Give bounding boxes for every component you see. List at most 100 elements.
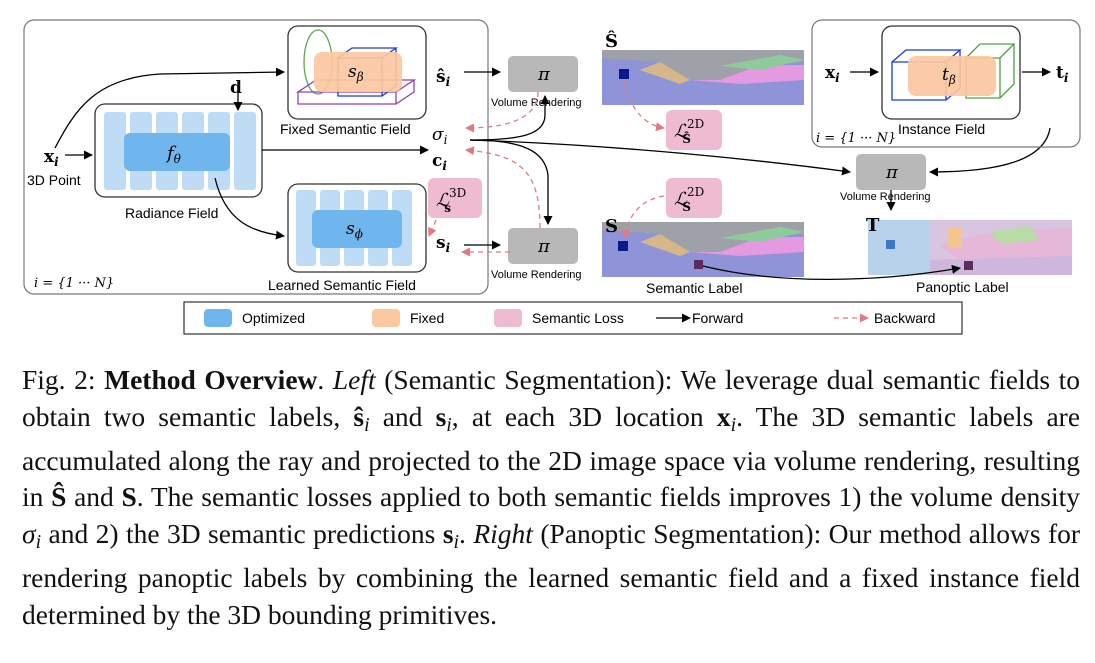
instance-field-caption: Instance Field	[898, 121, 985, 137]
legend-fixed: Fixed	[410, 310, 444, 326]
radiance-field-caption: Radiance Field	[125, 205, 218, 221]
figure-caption: Fig. 2: Method Overview. Left (Semantic …	[22, 364, 1081, 630]
method-overview-diagram: i = {1 ··· N} xi 3D Point fθ Radiance Fi…	[23, 19, 1081, 335]
render-box-top	[508, 56, 578, 92]
caption-right: Right	[473, 517, 533, 549]
caption-sub: i	[730, 413, 737, 436]
caption-sub: i	[364, 413, 370, 436]
output-c: ci	[432, 151, 447, 173]
loss-2d-bottom: ℒ2D S	[666, 178, 722, 218]
fixed-field-symbol: sβ	[348, 62, 364, 84]
loss-2d-bottom-symbol: ℒ2D S	[674, 185, 704, 214]
backward-arrows	[428, 79, 665, 257]
legend-swatch-fixed	[372, 309, 400, 327]
panoptic-pixel	[886, 240, 895, 249]
caption-and: and	[74, 481, 114, 513]
panoptic-pixel-2	[964, 261, 973, 270]
panoptic-combine-arrow	[702, 264, 961, 280]
legend-optimized: Optimized	[242, 310, 305, 326]
render-label-bottom: Volume Rendering	[491, 269, 582, 281]
legend-swatch-optimized	[204, 309, 232, 327]
caption-s: s	[435, 400, 447, 432]
legend-swatch-semantic-loss	[494, 309, 522, 327]
caption-sigma: σ	[22, 517, 36, 549]
output-sigma: σi	[432, 125, 448, 147]
caption-s-hat: ŝ	[353, 400, 365, 432]
caption-and: and	[382, 400, 423, 432]
panoptic-caption: Panoptic Label	[916, 279, 1009, 295]
caption-sub: i	[453, 530, 460, 553]
volume-rendering-right: π Volume Rendering	[840, 154, 931, 203]
caption-s: s	[442, 517, 454, 549]
direction-label: d	[230, 78, 242, 98]
caption-sub: i	[35, 530, 42, 553]
loss-3d-box	[428, 178, 482, 218]
forward-arrows-left	[54, 67, 501, 250]
right-input-x: xi	[825, 63, 840, 85]
semantic-image-top: Ŝ	[602, 29, 804, 105]
caption-x: x	[716, 400, 731, 432]
caption-title: Method Overview	[104, 364, 318, 395]
right-group-frame	[811, 19, 1081, 148]
loss-3d: ℒ3D s	[428, 178, 482, 218]
render-box-right	[856, 154, 926, 190]
render-box-bottom	[508, 228, 578, 264]
learned-semantic-field: sϕ Learned Semantic Field	[268, 183, 427, 293]
legend-forward: Forward	[692, 310, 743, 326]
legend-backward: Backward	[874, 310, 935, 326]
fixed-field-core	[314, 52, 402, 92]
semantic-image-bottom: S Semantic Label	[602, 216, 804, 296]
caption-sub: i	[446, 413, 452, 436]
sigma-arrows	[469, 95, 1051, 225]
caption-t5: and 2) the 3D semantic predictions	[48, 517, 436, 549]
caption-t4: . The semantic losses applied to both se…	[136, 481, 1081, 513]
loss-2d-top: ℒ2D Ŝ	[666, 110, 722, 150]
left-index-label: i = {1 ··· N}	[34, 276, 114, 291]
caption-t2: , at each 3D location	[451, 400, 704, 432]
loss-2d-top-symbol: ℒ2D Ŝ	[674, 117, 704, 146]
legend-semantic-loss: Semantic Loss	[532, 310, 624, 326]
panoptic-image: T Panoptic Label	[866, 215, 1072, 295]
loss-2d-bottom-box	[666, 178, 722, 218]
input-x-label: xi	[44, 147, 59, 169]
output-s: si	[436, 233, 451, 255]
sem-img-bottom-label: S	[605, 216, 618, 237]
sem-img-bottom-pixel	[618, 241, 628, 251]
sem-img-top-label: Ŝ	[605, 29, 618, 52]
render-pi-bottom: π	[537, 236, 551, 257]
sem-img-bottom-pixel-2	[694, 260, 703, 269]
caption-t3: . The 3D semantic labels are accumulated…	[22, 400, 1081, 513]
left-group-frame	[23, 19, 489, 295]
instance-field-core	[908, 56, 996, 96]
loss-3d-symbol: ℒ3D s	[436, 186, 466, 215]
learned-field-symbol: sϕ	[346, 219, 363, 241]
caption-S: S	[121, 481, 137, 513]
sem-img-top-pixel	[619, 69, 629, 79]
instance-field-symbol: tβ	[942, 65, 956, 87]
legend: Optimized Fixed Semantic Loss Forward Ba…	[183, 301, 963, 335]
sem-img-bottom-caption: Semantic Label	[646, 280, 743, 296]
output-s-hat: ŝi	[436, 67, 451, 89]
left-group: i = {1 ··· N} xi 3D Point fθ Radiance Fi…	[23, 19, 489, 295]
render-pi-top: π	[537, 64, 551, 85]
caption-fig-label: Fig. 2:	[22, 364, 96, 395]
learned-field-core	[312, 210, 402, 248]
render-pi-right: π	[885, 162, 899, 183]
radiance-field-core	[124, 133, 230, 171]
volume-rendering-bottom: π Volume Rendering	[491, 228, 582, 281]
fixed-field-caption: Fixed Semantic Field	[280, 121, 411, 137]
caption-right-paren: (Panoptic Segmentation):	[540, 517, 822, 549]
legend-frame	[183, 301, 963, 335]
caption-left: Left	[332, 364, 376, 395]
caption-S-hat: Ŝ	[51, 481, 67, 513]
right-index-label: i = {1 ··· N}	[816, 131, 896, 146]
fixed-semantic-field: sβ Fixed Semantic Field	[280, 25, 427, 137]
right-output-t: ti	[1056, 63, 1069, 85]
caption-t6: .	[459, 517, 466, 549]
loss-2d-top-box	[666, 110, 722, 150]
radiance-field: fθ Radiance Field	[94, 103, 263, 221]
panoptic-label: T	[866, 215, 880, 236]
caption-t1: We leverage dual semantic fields to obta…	[22, 364, 1081, 432]
caption-t7: Our method allows for rendering panoptic…	[22, 517, 1081, 630]
render-label-right: Volume Rendering	[840, 191, 931, 203]
